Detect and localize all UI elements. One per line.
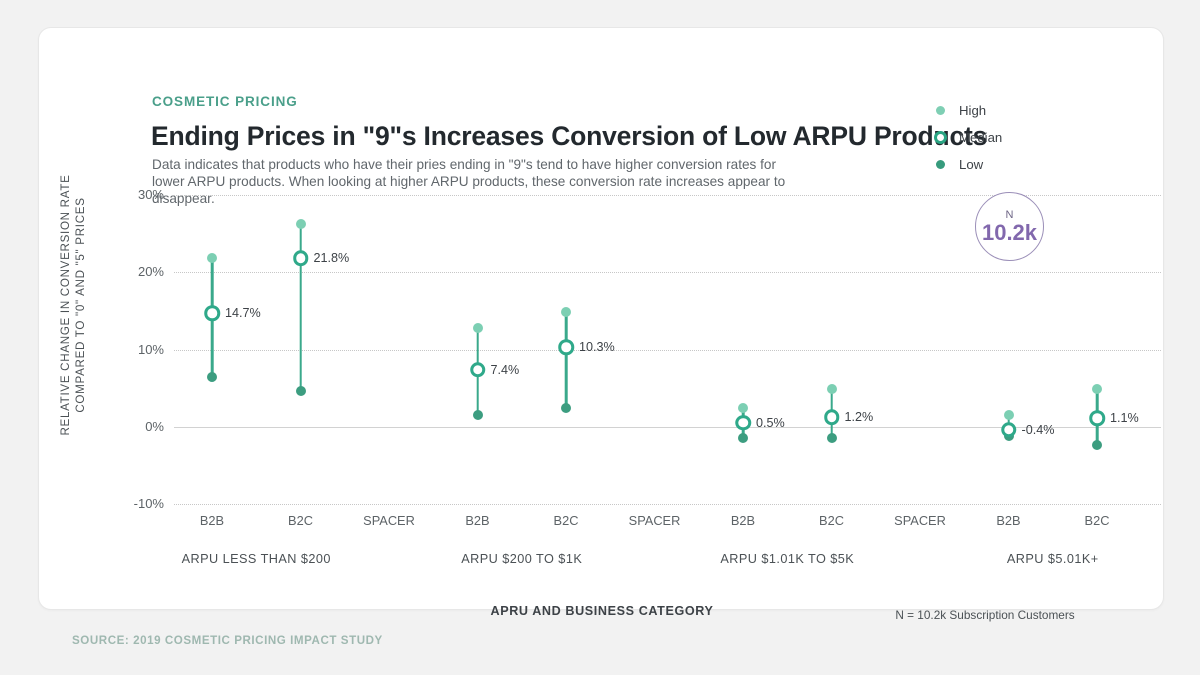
y-axis-tick-label: 20%: [137, 264, 164, 280]
high-marker[interactable]: [295, 218, 306, 229]
median-value-label: 10.3%: [579, 340, 615, 355]
legend-item-low[interactable]: Low: [932, 151, 1002, 178]
x-axis-tick-label: B2B: [996, 513, 1021, 528]
median-value-label: 21.8%: [313, 251, 350, 266]
x-axis-group-label: ARPU $1.01K TO $5K: [720, 552, 855, 566]
badge-value: 10.2k: [981, 219, 1038, 245]
median-value-label: -0.4%: [1021, 422, 1055, 437]
data-series: 14.7% 21.8% 7.4% 10.3% 0.5% 1.2% -0.4% 1.1%: [39, 28, 1165, 611]
gridline-10: [174, 349, 1161, 351]
badge-label: N: [1005, 208, 1014, 221]
low-marker[interactable]: [561, 403, 571, 414]
low-marker[interactable]: [295, 386, 306, 397]
legend-label-low: Low: [959, 157, 984, 172]
median-value-label: 1.2%: [844, 410, 874, 425]
subtitle-text: Data indicates that products who have th…: [152, 157, 786, 206]
range-stem: [564, 311, 568, 409]
x-axis-tick-label: B2C: [553, 513, 579, 528]
y-axis-tick-label: 10%: [137, 341, 164, 357]
legend-high-marker-icon: [932, 106, 948, 115]
high-marker[interactable]: [472, 322, 483, 333]
x-axis-tick-label: SPACER: [894, 513, 946, 528]
gridline-30: [174, 195, 1161, 196]
eyebrow-label: COSMETIC PRICING: [152, 94, 298, 109]
legend-item-median[interactable]: Median: [932, 124, 1002, 151]
x-axis-tick-label: B2C: [1084, 513, 1110, 528]
median-marker[interactable]: [292, 250, 309, 267]
high-marker[interactable]: [738, 403, 748, 414]
x-axis-tick-label: B2C: [288, 513, 313, 528]
median-marker[interactable]: [558, 339, 574, 355]
median-marker[interactable]: [469, 361, 486, 378]
legend: High Median Low: [932, 97, 1002, 178]
high-marker[interactable]: [1003, 410, 1014, 421]
median-marker[interactable]: [1000, 422, 1017, 438]
high-marker[interactable]: [1092, 383, 1102, 394]
low-marker[interactable]: [472, 410, 483, 421]
x-axis-tick-label: SPACER: [363, 513, 415, 528]
legend-label-high: High: [959, 103, 987, 118]
median-marker[interactable]: [204, 305, 220, 321]
median-value-label: 14.7%: [225, 306, 261, 321]
chart-card: COSMETIC PRICING Ending Prices in "9"s I…: [38, 27, 1165, 622]
sample-size-note: N = 10.2k Subscription Customers: [895, 608, 1075, 622]
median-marker[interactable]: [823, 409, 840, 426]
x-axis-group-label: ARPU LESS THAN $200: [181, 552, 331, 566]
x-axis-tick-label: B2B: [730, 513, 756, 528]
y-axis-tick-label: -10%: [133, 496, 164, 511]
gridline-20: [174, 272, 1161, 274]
x-axis-tick-label: B2B: [199, 513, 225, 528]
median-value-label: 0.5%: [756, 415, 785, 430]
low-marker[interactable]: [826, 433, 837, 444]
median-value-label: 7.4%: [490, 362, 520, 377]
legend-item-high[interactable]: High: [932, 97, 1002, 124]
high-marker[interactable]: [561, 306, 571, 317]
plot-area: RELATIVE CHANGE IN CONVERSION RATE COMPA…: [39, 28, 1165, 622]
legend-low-marker-icon: [932, 160, 948, 169]
legend-label-median: Median: [959, 130, 1003, 145]
gridline-0: [174, 426, 1161, 428]
median-marker[interactable]: [735, 415, 751, 431]
x-axis-group-label: ARPU $5.01K+: [1006, 552, 1099, 566]
low-marker[interactable]: [1092, 439, 1102, 450]
page-title: Ending Prices in "9"s Increases Conversi…: [151, 121, 988, 151]
x-axis-tick-label: B2B: [465, 513, 490, 528]
x-axis-tick-label: B2C: [819, 513, 844, 528]
median-value-label: 1.1%: [1110, 411, 1139, 426]
high-marker[interactable]: [207, 253, 217, 264]
gridline--10: [174, 504, 1161, 505]
source-note: SOURCE: 2019 COSMETIC PRICING IMPACT STU…: [72, 634, 383, 647]
x-axis-group-label: ARPU $200 TO $1K: [461, 552, 583, 566]
legend-median-marker-icon: [932, 131, 948, 144]
y-axis-tick-label: 30%: [137, 187, 164, 202]
x-axis-tick-label: SPACER: [628, 513, 681, 528]
low-marker[interactable]: [738, 432, 748, 443]
low-marker[interactable]: [207, 371, 217, 382]
y-axis-tick-label: 0%: [145, 418, 164, 434]
sample-size-badge: N 10.2k: [975, 192, 1044, 261]
range-stem: [299, 223, 302, 392]
x-axis-title: APRU AND BUSINESS CATEGORY: [490, 604, 714, 618]
median-marker[interactable]: [1089, 410, 1105, 426]
high-marker[interactable]: [826, 383, 837, 394]
